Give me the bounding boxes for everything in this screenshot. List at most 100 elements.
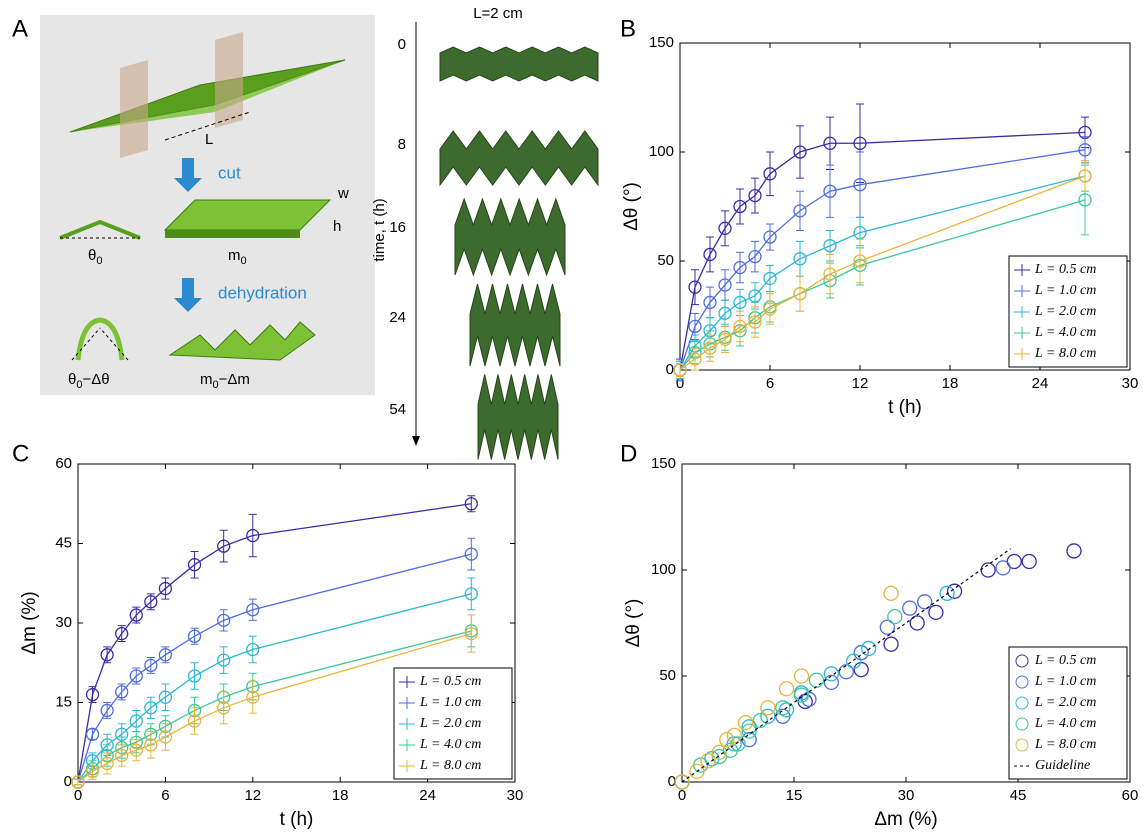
data-point (144, 658, 158, 673)
data-point (838, 664, 854, 680)
data-point (246, 690, 260, 704)
x-axis-label: Δm (%) (874, 809, 937, 830)
data-point (823, 666, 839, 682)
y-axis-label: Δθ (°) (623, 599, 644, 648)
data-point (823, 267, 837, 281)
y-tick-label: 100 (649, 143, 674, 160)
error-bar (248, 635, 257, 664)
error-bar (132, 739, 141, 762)
data-point (158, 581, 173, 596)
error-bar (467, 537, 476, 571)
data-point (703, 295, 717, 310)
data-point (861, 640, 877, 657)
data-point (246, 603, 260, 617)
error-bar (132, 709, 141, 733)
data-point (115, 685, 129, 699)
error-bar (706, 286, 714, 319)
data-point (748, 289, 762, 303)
data-point (909, 615, 925, 631)
error-bar (248, 680, 257, 714)
data-point (823, 184, 837, 198)
step-label: cut (218, 163, 241, 182)
y-tick-label: 60 (55, 455, 72, 472)
data-point (674, 774, 690, 790)
data-point (129, 743, 143, 757)
data-point (246, 528, 260, 543)
error-bar (736, 251, 744, 284)
data-point (733, 295, 747, 310)
error-bar (88, 762, 97, 780)
leaf-image (439, 130, 599, 187)
error-bar (190, 550, 199, 579)
y-tick-label: 45 (55, 534, 72, 551)
strip-tick-label: 8 (398, 136, 406, 153)
data-point (748, 315, 762, 329)
data-point (823, 674, 839, 691)
data-point (883, 636, 899, 652)
error-bar (132, 667, 141, 685)
data-point (718, 332, 732, 347)
panel-label: C (12, 440, 29, 467)
data-point (883, 585, 899, 601)
error-bar (736, 188, 744, 225)
y-tick-label: 0 (64, 773, 72, 790)
error-bar (721, 210, 729, 247)
cross-section (59, 219, 141, 240)
data-point (129, 608, 143, 622)
x-tick-label: 30 (507, 787, 524, 804)
step-label: dehydration (218, 283, 307, 302)
y-tick-label: 0 (666, 361, 674, 378)
leaf-image (469, 283, 561, 367)
data-point (763, 167, 777, 181)
data-point (793, 145, 807, 159)
x-tick-label: 6 (766, 375, 774, 392)
data-point (718, 306, 732, 320)
data-point (217, 701, 231, 715)
angle-rest: −Δθ (82, 371, 109, 388)
data-point (246, 642, 260, 657)
data-point (464, 547, 478, 561)
data-point (793, 668, 810, 684)
x-tick-label: 30 (898, 787, 915, 804)
data-point (879, 619, 895, 635)
y-tick-label: 50 (659, 667, 676, 684)
error-bar (190, 662, 199, 690)
legend-swatch (1015, 696, 1029, 710)
cross-section (75, 317, 125, 361)
data-point (688, 352, 702, 366)
data-point (778, 702, 795, 718)
data-point (129, 714, 143, 728)
legend-label: Guideline (1035, 758, 1090, 773)
legend-swatch (1015, 717, 1029, 731)
error-bar (190, 707, 199, 735)
error-bar (146, 696, 155, 719)
data-point (1066, 543, 1082, 559)
error-bar (146, 731, 155, 759)
legend-label: L = 1.0 cm (419, 695, 481, 710)
data-point (793, 204, 807, 218)
data-point (939, 585, 955, 601)
data-point (158, 690, 173, 704)
data-point (846, 653, 862, 669)
error-bar (766, 223, 774, 251)
arrow-head (412, 436, 420, 446)
y-tick-label: 150 (651, 455, 676, 472)
legend-label: L = 2.0 cm (1034, 304, 1096, 319)
y-axis-label: Δm (%) (19, 591, 40, 654)
y-tick-label: 100 (651, 561, 676, 578)
y-tick-label: 50 (657, 252, 674, 269)
angle-label: θ0−Δθ (68, 371, 110, 391)
data-point (85, 687, 100, 702)
data-point (760, 708, 776, 724)
legend-label: L = 8.0 cm (1034, 737, 1096, 752)
data-point (730, 736, 746, 752)
y-tick-label: 30 (55, 614, 72, 631)
error-bar (1081, 160, 1089, 192)
legend-swatch (1015, 654, 1029, 668)
x-tick-label: 18 (332, 787, 349, 804)
strip-tick-label: 24 (389, 309, 406, 326)
error-bar (219, 691, 228, 725)
angle-sub: 0 (96, 255, 102, 267)
mass-base: m (228, 247, 241, 264)
data-point (689, 763, 705, 780)
